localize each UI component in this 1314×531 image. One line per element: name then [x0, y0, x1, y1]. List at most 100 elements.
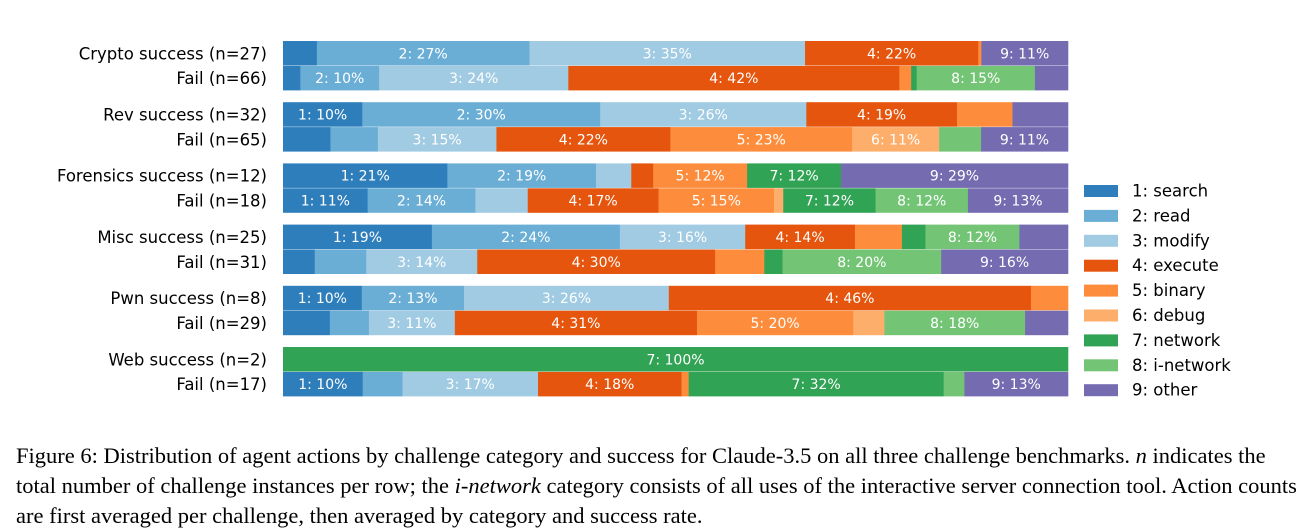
- bar-segment: [283, 41, 318, 66]
- bar-segment: [911, 65, 917, 91]
- bar-segment: [361, 285, 465, 311]
- bar-segment: [853, 310, 885, 336]
- bar-segment: [956, 102, 1013, 127]
- bar-segment: [538, 371, 682, 397]
- bar-segment: [764, 249, 783, 274]
- bar-segment: [783, 188, 876, 213]
- bar-segment: [283, 163, 448, 188]
- bar-segment: [688, 371, 944, 397]
- segment-label: 3: 15%: [413, 132, 462, 148]
- bar-segment: [283, 285, 363, 311]
- bar-segment: [283, 188, 368, 213]
- segment-label: 5: 20%: [750, 316, 799, 332]
- row-label: Fail (n=66): [176, 69, 267, 88]
- segment-label: 9: 13%: [992, 377, 1041, 393]
- segment-label: 4: 46%: [825, 291, 874, 307]
- bar-segment: [1019, 224, 1069, 250]
- row-labels: Crypto success (n=27) Fail (n=66) Rev succ…: [57, 44, 267, 394]
- legend-swatch: [1084, 284, 1118, 297]
- bar-segment: [943, 371, 965, 397]
- bar-segment: [431, 224, 621, 250]
- row-label: Pwn success (n=8): [110, 289, 267, 308]
- bar-segment: [981, 41, 1069, 66]
- legend-swatch: [1084, 334, 1118, 347]
- caption-i-network: i-network: [454, 473, 541, 498]
- bar-segment: [283, 347, 1069, 372]
- row-label: Fail (n=31): [176, 253, 267, 272]
- legend-swatch: [1084, 185, 1118, 197]
- bar-segment: [366, 249, 478, 274]
- bars: 2: 27% 3: 35% 4: 22% 9: 11% 2: 10% 3: 24% 4: 4…: [283, 41, 1069, 397]
- bar-segment: [964, 371, 1069, 397]
- legend-entry: 6: debug: [1132, 306, 1205, 325]
- bar-segment: [875, 188, 969, 213]
- figure-caption: Figure 6: Distribution of agent actions …: [16, 441, 1306, 531]
- legend-entry: 3: modify: [1132, 231, 1210, 250]
- bar-segment: [939, 127, 982, 152]
- bar-segment: [1030, 285, 1069, 311]
- bar-segment: [805, 41, 979, 66]
- bar-segment: [330, 127, 379, 152]
- segment-label: 3: 11%: [387, 316, 436, 332]
- bar-segment: [283, 371, 363, 397]
- segment-label: 1: 11%: [301, 194, 350, 210]
- segment-label: 1: 19%: [333, 230, 382, 246]
- bar-segment: [475, 188, 529, 213]
- segment-label: 1: 21%: [341, 169, 390, 185]
- bar-segment: [283, 310, 331, 336]
- legend-swatch: [1084, 259, 1118, 272]
- segment-label: 1: 10%: [298, 377, 347, 393]
- segment-label: 7: 12%: [805, 194, 854, 210]
- legend-swatch: [1084, 359, 1118, 372]
- bar-segment: [447, 163, 597, 188]
- bar-segment: [981, 127, 1069, 152]
- segment-label: 4: 18%: [585, 377, 634, 393]
- segment-label: 2: 14%: [397, 194, 446, 210]
- bar-segment: [379, 65, 569, 91]
- bar-segment: [670, 127, 853, 152]
- bar-segment: [362, 371, 403, 397]
- stacked-bar-chart: Crypto success (n=27) Fail (n=66) Rev succ…: [57, 41, 1231, 400]
- bar-segment: [316, 41, 530, 66]
- segment-label: 2: 10%: [315, 71, 364, 87]
- segment-label: 5: 12%: [676, 169, 725, 185]
- bar-segment: [1025, 310, 1069, 336]
- segment-label: 4: 17%: [569, 194, 618, 210]
- segment-label: 2: 13%: [388, 291, 437, 307]
- legend-entry: 1: search: [1132, 182, 1208, 201]
- bar-segment: [696, 310, 854, 336]
- caption-prefix: Figure 6: Distribution of agent actions …: [16, 443, 1136, 468]
- row-label: Web success (n=2): [108, 350, 267, 369]
- bar-segment: [496, 127, 671, 152]
- segment-label: 5: 15%: [692, 194, 741, 210]
- segment-label: 3: 14%: [397, 255, 446, 271]
- segment-label: 4: 31%: [551, 316, 600, 332]
- bar-segment: [283, 127, 331, 152]
- bar-segment: [529, 41, 806, 66]
- bar-segment: [283, 102, 363, 127]
- bar-segment: [283, 249, 316, 274]
- legend-entry: 7: network: [1132, 331, 1221, 350]
- bar-segment: [715, 249, 765, 274]
- bar-segment: [806, 102, 958, 127]
- bar-segment: [368, 310, 456, 336]
- segment-label: 6: 11%: [871, 132, 920, 148]
- segment-label: 4: 30%: [572, 255, 621, 271]
- bar-segment: [745, 224, 856, 250]
- bar-segment: [1012, 102, 1069, 127]
- caption-n-symbol: n: [1135, 443, 1147, 468]
- legend: 1: search 2: read 3: modify 4: execute 5: bi…: [1084, 182, 1231, 400]
- bar-segment: [600, 102, 807, 127]
- segment-label: 2: 30%: [457, 107, 506, 123]
- row-label: Fail (n=29): [176, 314, 267, 333]
- bar-segment: [619, 224, 746, 250]
- bar-segment: [367, 188, 476, 213]
- segment-label: 9: 13%: [993, 194, 1042, 210]
- segment-label: 2: 24%: [501, 230, 550, 246]
- bar-segment: [402, 371, 539, 397]
- segment-label: 1: 10%: [298, 107, 347, 123]
- bar-segment: [658, 188, 775, 213]
- row-label: Forensics success (n=12): [57, 167, 267, 186]
- caption-suffix: category consists of all uses of the int…: [16, 473, 1297, 528]
- segment-label: 3: 24%: [449, 71, 498, 87]
